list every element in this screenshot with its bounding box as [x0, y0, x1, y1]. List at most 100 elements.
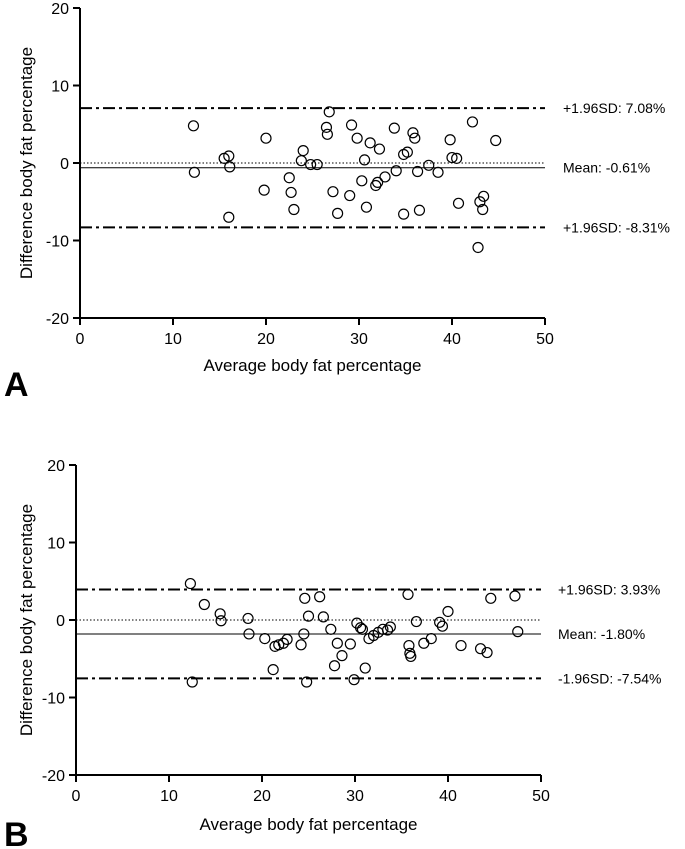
data-point [411, 165, 424, 178]
data-point [398, 208, 410, 220]
y-tick-label: 10 [47, 536, 65, 553]
data-point [281, 633, 293, 645]
data-point [472, 241, 484, 254]
data-point [401, 146, 413, 158]
data-point [388, 122, 400, 134]
data-point [295, 155, 307, 167]
x-tick-label: 30 [350, 331, 368, 348]
data-point [455, 639, 467, 652]
y-tick-label: -20 [42, 768, 65, 785]
data-point [398, 148, 410, 161]
x-tick-label: 10 [160, 788, 178, 805]
data-point [403, 639, 415, 652]
data-point [321, 128, 333, 140]
y-tick-label: -10 [42, 691, 65, 708]
data-point [331, 637, 343, 649]
data-point [481, 646, 493, 659]
data-point [410, 615, 422, 628]
data-point [328, 660, 341, 672]
data-point [283, 172, 295, 184]
mean-label: Mean: -1.80% [558, 626, 645, 642]
x-tick-label: 20 [253, 788, 271, 805]
lower-limit-label: +1.96SD: -8.31% [563, 219, 670, 235]
data-point [277, 637, 289, 649]
data-point [356, 175, 368, 187]
data-point [305, 158, 317, 171]
data-point [348, 674, 360, 686]
data-point [320, 121, 333, 133]
data-point [311, 158, 323, 171]
data-point [267, 663, 279, 676]
data-point [327, 186, 339, 198]
data-point [314, 591, 326, 603]
data-point [436, 620, 449, 632]
data-point [223, 211, 235, 223]
data-point [381, 624, 394, 636]
data-point [301, 676, 313, 688]
data-point [243, 628, 255, 640]
data-point [377, 623, 389, 635]
mean-label: Mean: -0.61% [563, 160, 650, 176]
data-point [198, 598, 210, 611]
data-point [474, 643, 487, 655]
data-point [442, 605, 454, 618]
y-tick-label: -20 [46, 311, 69, 328]
data-point [444, 134, 456, 146]
data-point [512, 626, 524, 638]
data-point [288, 203, 300, 216]
y-axis-title: Difference body fat percentage [17, 47, 36, 279]
y-tick-label: 0 [56, 613, 65, 630]
data-point [372, 176, 384, 188]
data-point [242, 612, 254, 625]
upper-limit-label: +1.96SD: 7.08% [563, 100, 665, 116]
data-point [273, 639, 285, 651]
x-tick-label: 50 [532, 788, 550, 805]
data-point [418, 637, 430, 649]
panel-label: B [4, 816, 29, 849]
data-point [344, 189, 356, 202]
data-point [446, 151, 458, 164]
data-point [298, 628, 310, 640]
x-tick-label: 20 [257, 331, 275, 348]
data-point [325, 623, 337, 635]
x-axis-title: Average body fat percentage [203, 356, 421, 375]
data-point [259, 632, 271, 645]
data-point [188, 166, 200, 178]
y-tick-label: 0 [60, 156, 69, 173]
data-point [478, 190, 490, 202]
data-point [285, 186, 297, 199]
y-tick-label: 20 [51, 1, 69, 18]
x-tick-label: 10 [164, 331, 182, 348]
upper-limit-label: +1.96SD: 3.93% [558, 582, 660, 598]
data-point [336, 650, 348, 662]
data-point [299, 592, 311, 604]
data-point [317, 611, 329, 623]
data-point [477, 203, 489, 216]
data-point [409, 132, 421, 144]
data-point [466, 116, 479, 128]
data-point [302, 610, 315, 622]
data-point [295, 639, 307, 651]
data-point [364, 137, 376, 149]
data-point [258, 184, 270, 196]
data-point [451, 152, 463, 164]
x-tick-label: 40 [439, 788, 457, 805]
data-point [187, 120, 200, 132]
chart-panel-a: -20 -10 0 10 20 0 10 20 30 40 50 Average body fat p… [4, 1, 670, 404]
data-point [215, 615, 227, 627]
data-point [260, 132, 272, 144]
data-point [297, 145, 309, 157]
data-point [485, 592, 497, 604]
data-point [351, 132, 363, 144]
data-point [360, 201, 373, 213]
data-point [509, 590, 521, 602]
data-point [384, 621, 396, 633]
x-tick-label: 50 [536, 331, 554, 348]
x-axis-title: Average body fat percentage [199, 815, 417, 834]
data-point [379, 171, 391, 183]
data-point [223, 150, 235, 162]
data-point [186, 676, 198, 688]
data-point [405, 650, 417, 663]
data-point [423, 159, 435, 171]
